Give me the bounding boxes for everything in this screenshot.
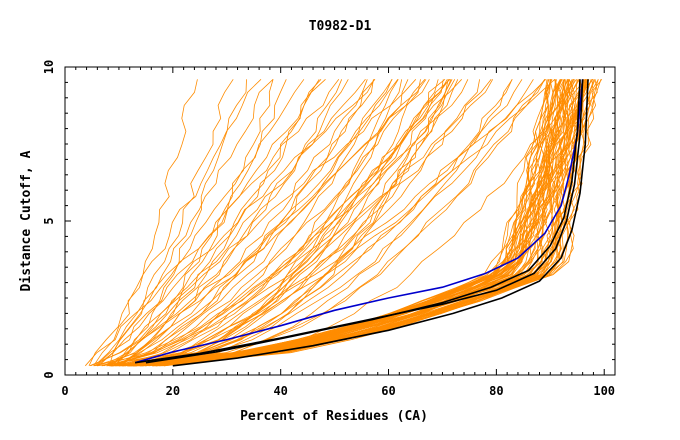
background-model-curve xyxy=(109,79,366,367)
x-tick-label: 60 xyxy=(381,384,395,398)
background-model-curve xyxy=(90,79,326,367)
background-model-curve xyxy=(110,79,376,367)
background-model-curve xyxy=(117,79,274,367)
background-model-curve xyxy=(136,79,563,367)
background-model-curve xyxy=(113,79,426,367)
background-model-curve xyxy=(132,79,561,367)
background-model-curve xyxy=(115,79,374,367)
background-model-curve xyxy=(112,79,546,367)
background-model-curve xyxy=(88,79,262,366)
background-model-curve xyxy=(112,79,557,367)
chart-title: T0982-D1 xyxy=(309,19,372,34)
background-model-curve xyxy=(115,79,399,367)
background-model-curve xyxy=(119,79,449,367)
background-model-curve xyxy=(134,79,480,367)
y-tick-label: 10 xyxy=(42,60,56,74)
background-model-curve xyxy=(124,79,534,367)
background-model-curve xyxy=(122,79,570,367)
x-tick-label: 100 xyxy=(593,384,615,398)
background-model-curve xyxy=(93,79,448,367)
series-line-2 xyxy=(145,79,581,364)
background-model-curve xyxy=(134,79,577,367)
series-line-1 xyxy=(134,79,584,364)
background-model-curve xyxy=(164,79,566,367)
background-model-curve xyxy=(96,79,274,367)
background-model-curve xyxy=(89,79,427,367)
background-model-curve xyxy=(94,79,234,367)
background-model-curve xyxy=(106,79,450,367)
x-axis-label: Percent of Residues (CA) xyxy=(240,409,428,424)
background-model-curve xyxy=(94,79,343,367)
x-tick-label: 0 xyxy=(61,384,68,398)
background-model-curve xyxy=(132,79,399,367)
background-model-curve xyxy=(110,79,574,367)
background-model-curve xyxy=(133,79,546,367)
background-model-curve xyxy=(118,79,453,367)
background-model-curve xyxy=(132,79,451,367)
background-model-curve xyxy=(115,79,592,367)
y-tick-label: 5 xyxy=(42,217,56,224)
series-line-3 xyxy=(172,79,589,367)
y-axis-label: Distance Cutoff, A xyxy=(19,150,34,291)
background-model-curve xyxy=(115,79,417,367)
background-model-curve xyxy=(133,79,583,367)
background-model-curve xyxy=(98,79,305,367)
axis-ticks: 0 20 40 60 80 100 0 5 10 xyxy=(42,60,615,398)
background-model-curve xyxy=(136,79,452,367)
background-model-curve xyxy=(102,79,469,367)
background-model-curve xyxy=(153,79,566,367)
background-model-curve xyxy=(111,79,393,367)
y-tick-label: 0 xyxy=(42,371,56,378)
x-tick-label: 80 xyxy=(489,384,503,398)
background-model-curve xyxy=(118,79,567,367)
background-model-curve xyxy=(103,79,320,367)
background-model-curve xyxy=(104,79,430,367)
background-model-curve xyxy=(110,79,557,367)
background-model-curve xyxy=(135,79,456,367)
background-model-curve xyxy=(124,79,556,367)
background-model-curve xyxy=(116,79,393,367)
background-model-curve xyxy=(84,79,340,367)
plot-area xyxy=(84,78,603,367)
background-model-curve xyxy=(109,79,444,367)
series-line-0 xyxy=(134,79,584,364)
background-model-curve xyxy=(115,79,368,367)
background-model-curve xyxy=(132,79,590,367)
background-model-curve xyxy=(134,78,446,367)
background-model-curve xyxy=(109,79,494,367)
x-tick-label: 40 xyxy=(273,384,287,398)
background-model-curve xyxy=(109,79,375,366)
background-model-curve xyxy=(95,79,322,367)
background-model-curve xyxy=(93,79,198,367)
background-model-curve xyxy=(113,79,247,367)
x-tick-label: 20 xyxy=(166,384,180,398)
background-model-curve xyxy=(141,79,553,367)
background-model-curve xyxy=(107,79,287,367)
background-model-curve xyxy=(158,79,584,367)
